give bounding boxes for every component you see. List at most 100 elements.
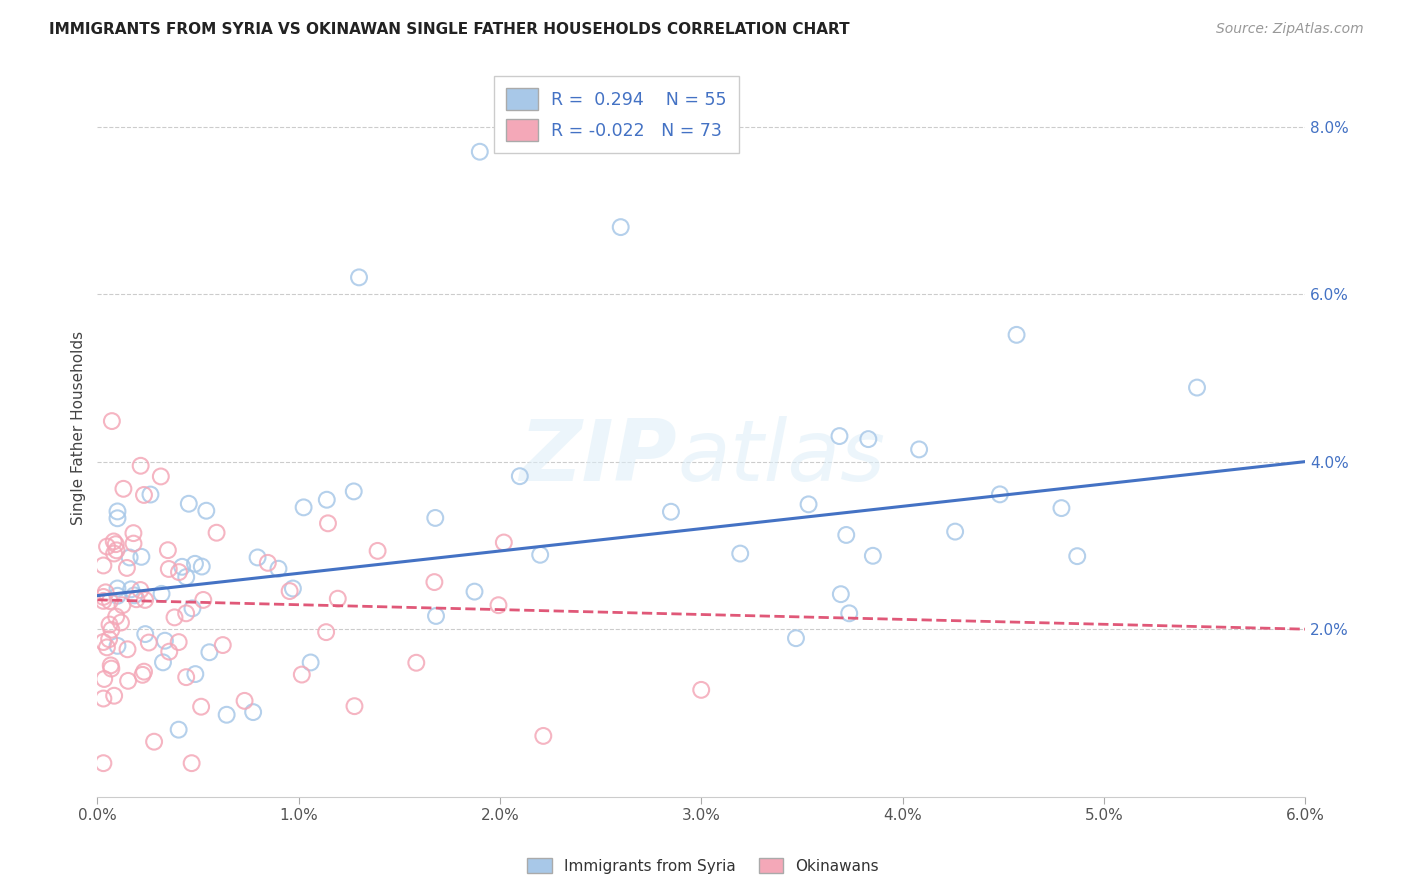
Point — [117, 673, 139, 688]
Point — [111, 598, 134, 612]
Point — [93, 635, 115, 649]
Point — [205, 525, 228, 540]
Point — [858, 432, 880, 446]
Point — [174, 670, 197, 684]
Point — [830, 587, 852, 601]
Point — [96, 540, 118, 554]
Point — [193, 593, 215, 607]
Point — [107, 504, 129, 518]
Point — [100, 658, 122, 673]
Point — [131, 549, 153, 564]
Point — [153, 633, 176, 648]
Point — [180, 756, 202, 771]
Point — [343, 484, 366, 499]
Point — [96, 640, 118, 655]
Point — [233, 694, 256, 708]
Point — [167, 723, 190, 737]
Point — [107, 639, 129, 653]
Legend: Immigrants from Syria, Okinawans: Immigrants from Syria, Okinawans — [522, 852, 884, 880]
Point — [184, 667, 207, 681]
Point — [100, 623, 122, 637]
Point — [315, 492, 337, 507]
Point — [181, 601, 204, 615]
Point — [118, 550, 141, 565]
Point — [172, 559, 194, 574]
Point — [120, 582, 142, 597]
Text: IMMIGRANTS FROM SYRIA VS OKINAWAN SINGLE FATHER HOUSEHOLDS CORRELATION CHART: IMMIGRANTS FROM SYRIA VS OKINAWAN SINGLE… — [49, 22, 849, 37]
Point — [191, 559, 214, 574]
Text: Source: ZipAtlas.com: Source: ZipAtlas.com — [1216, 22, 1364, 37]
Point — [103, 547, 125, 561]
Point — [198, 645, 221, 659]
Point — [112, 482, 135, 496]
Point — [1050, 501, 1073, 516]
Point — [93, 756, 115, 771]
Point — [728, 547, 751, 561]
Point — [156, 543, 179, 558]
Point — [195, 504, 218, 518]
Point — [690, 682, 713, 697]
Point — [115, 561, 138, 575]
Text: ZIP: ZIP — [519, 417, 678, 500]
Point — [138, 635, 160, 649]
Point — [347, 270, 370, 285]
Point — [492, 535, 515, 549]
Point — [174, 570, 197, 584]
Point — [299, 656, 322, 670]
Point — [134, 627, 156, 641]
Point — [93, 594, 115, 608]
Point — [531, 729, 554, 743]
Point — [98, 632, 121, 647]
Point — [468, 145, 491, 159]
Point — [167, 635, 190, 649]
Point — [488, 598, 510, 612]
Point — [1005, 327, 1028, 342]
Point — [246, 550, 269, 565]
Point — [122, 526, 145, 541]
Point — [93, 558, 115, 573]
Point — [211, 638, 233, 652]
Point — [316, 516, 339, 531]
Point — [463, 584, 485, 599]
Point — [367, 544, 389, 558]
Point — [835, 528, 858, 542]
Point — [1185, 380, 1208, 394]
Point — [281, 582, 304, 596]
Point — [326, 591, 349, 606]
Point — [105, 543, 128, 558]
Point — [163, 610, 186, 624]
Y-axis label: Single Father Households: Single Father Households — [72, 331, 86, 525]
Point — [132, 488, 155, 502]
Point — [315, 625, 337, 640]
Point — [104, 537, 127, 551]
Point — [132, 665, 155, 679]
Text: atlas: atlas — [678, 417, 884, 500]
Point — [659, 505, 682, 519]
Point — [190, 699, 212, 714]
Point — [267, 562, 290, 576]
Point — [425, 609, 447, 624]
Point — [94, 585, 117, 599]
Point — [157, 645, 180, 659]
Point — [103, 689, 125, 703]
Point — [107, 589, 129, 603]
Point — [828, 429, 851, 443]
Point — [256, 556, 278, 570]
Point — [177, 497, 200, 511]
Point — [509, 469, 531, 483]
Point — [129, 458, 152, 473]
Point — [131, 668, 153, 682]
Point — [93, 672, 115, 686]
Point — [908, 442, 931, 457]
Point — [103, 534, 125, 549]
Point — [292, 500, 315, 515]
Point — [609, 220, 631, 235]
Point — [100, 662, 122, 676]
Point — [110, 615, 132, 630]
Point — [139, 487, 162, 501]
Point — [117, 642, 139, 657]
Point — [134, 593, 156, 607]
Point — [343, 699, 366, 714]
Point — [98, 594, 121, 608]
Point — [125, 592, 148, 607]
